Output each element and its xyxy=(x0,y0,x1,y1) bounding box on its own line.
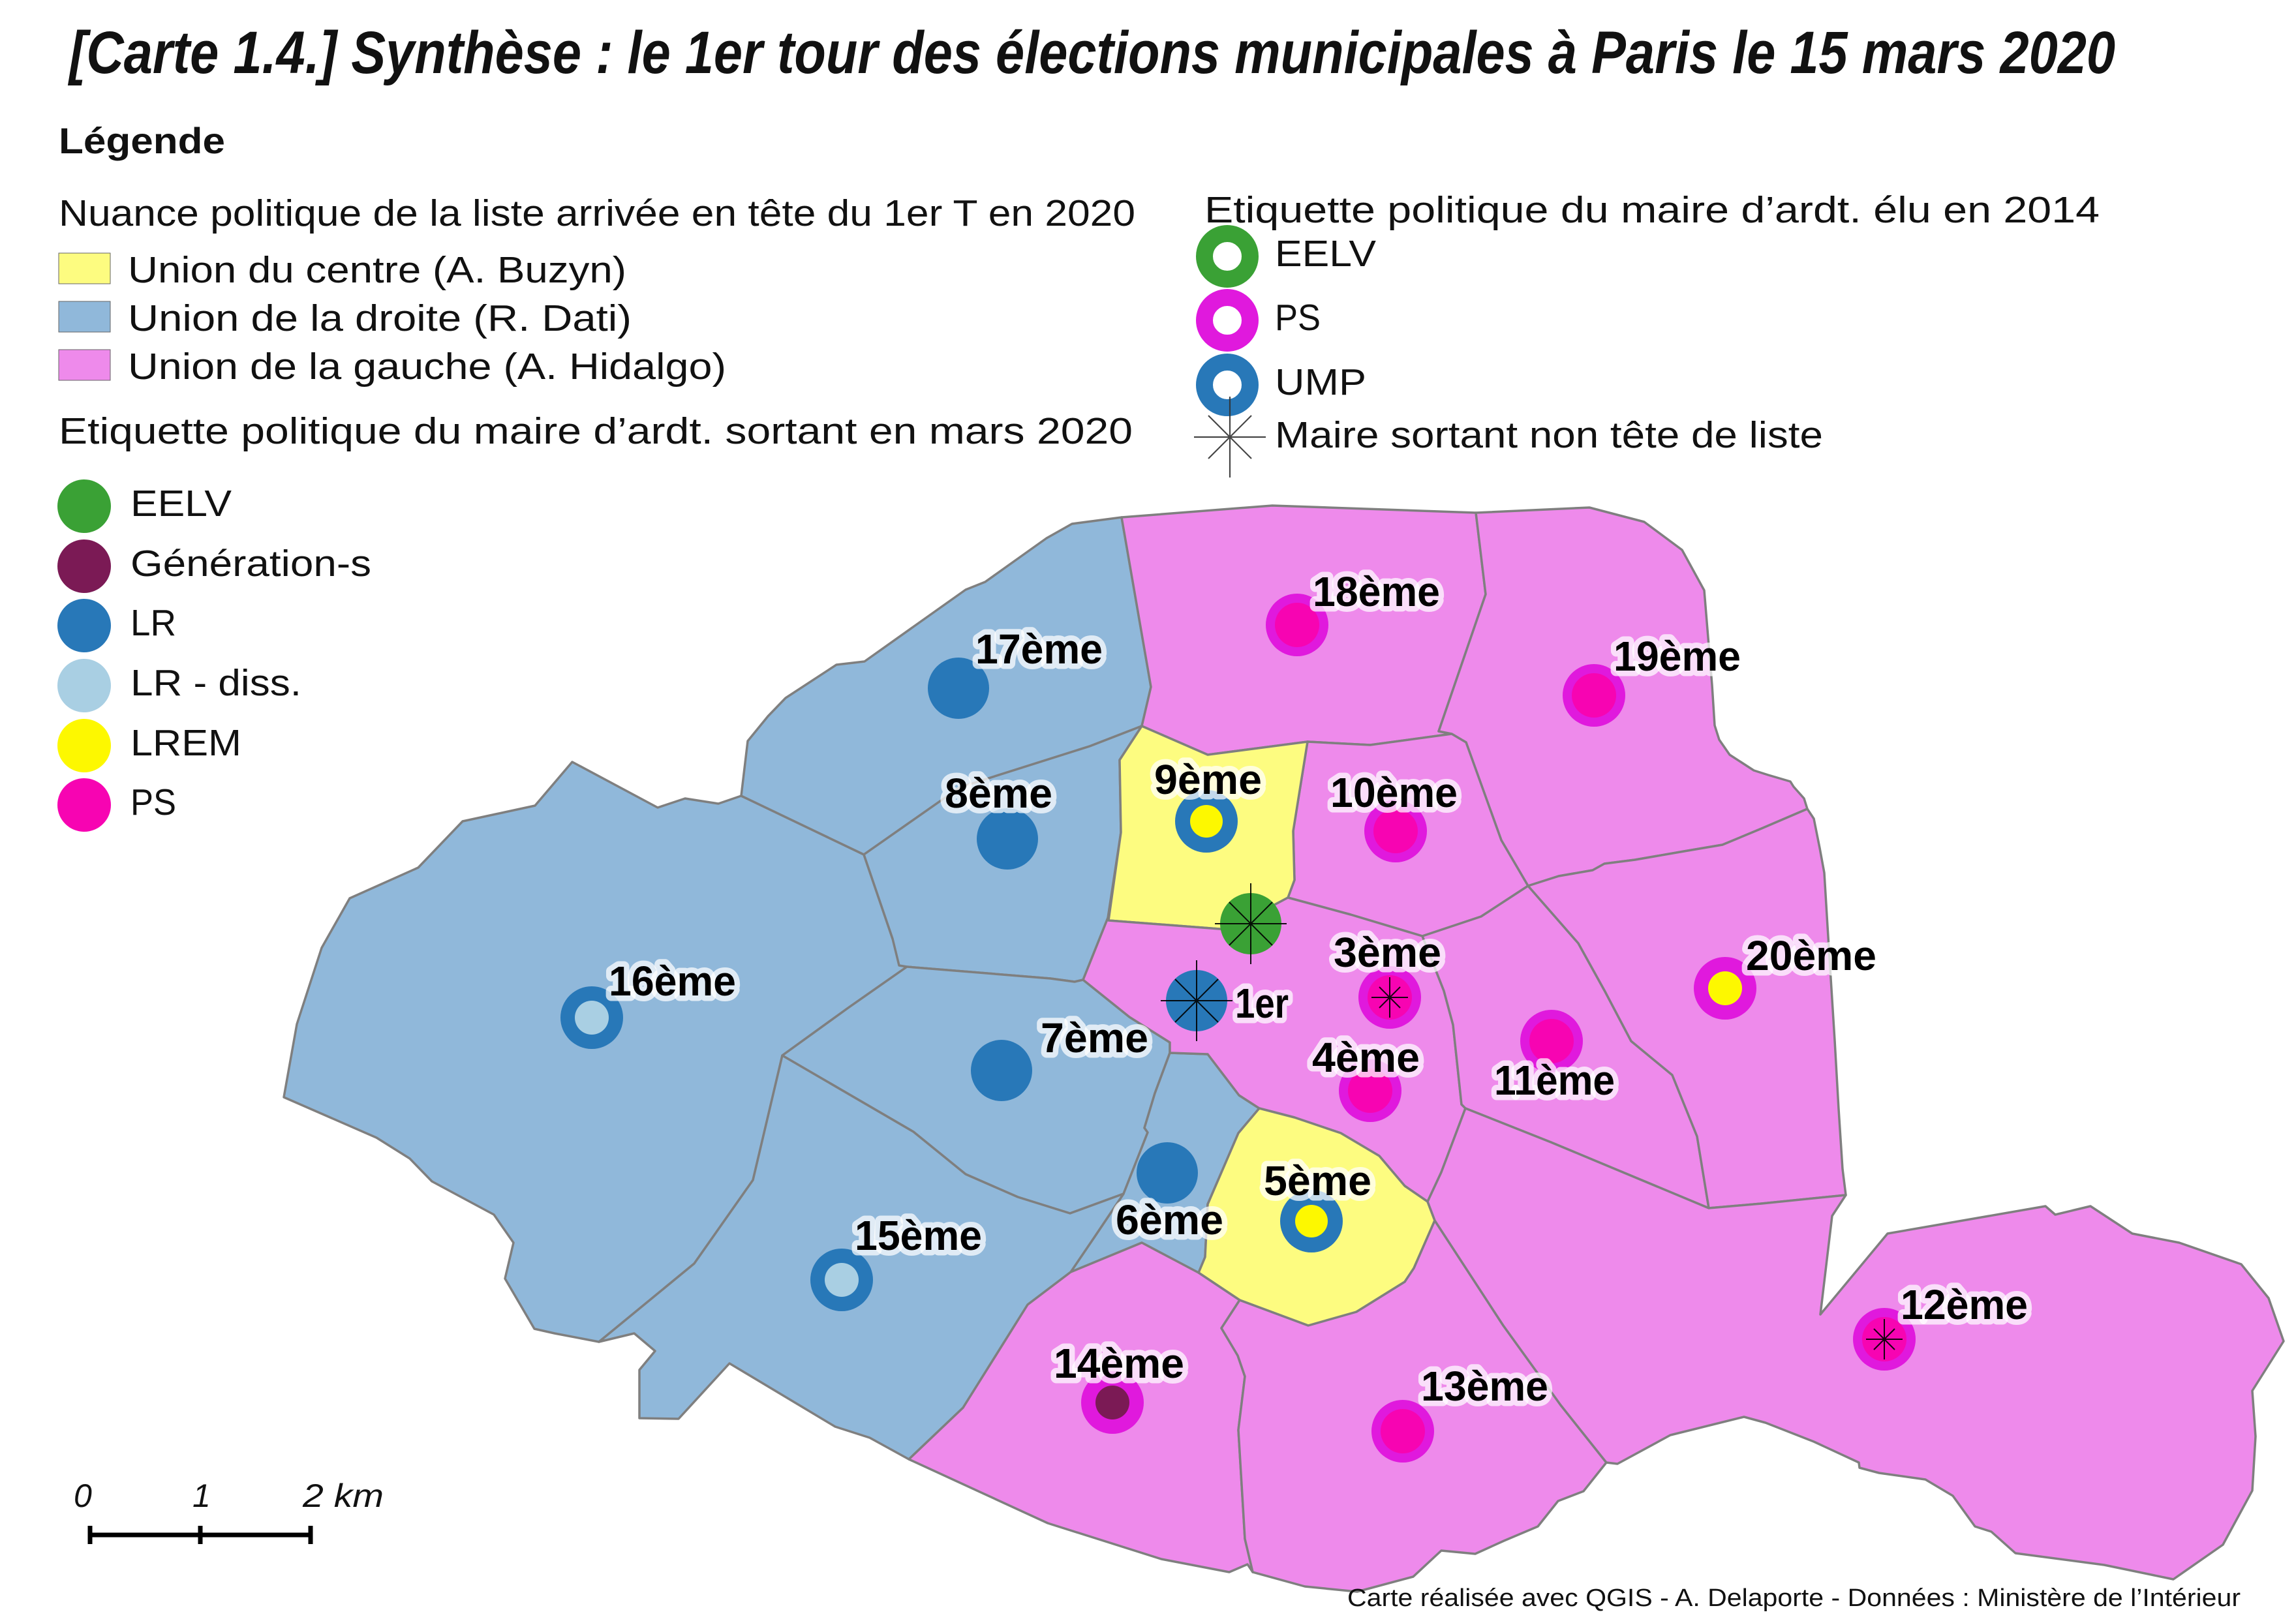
svg-text:LREM: LREM xyxy=(130,722,241,764)
svg-text:PS: PS xyxy=(1275,297,1321,339)
svg-text:20ème: 20ème xyxy=(1746,932,1876,979)
svg-text:14ème: 14ème xyxy=(1054,1340,1184,1387)
svg-text:1: 1 xyxy=(192,1478,211,1514)
svg-text:[Carte 1.4.] Synthèse : le 1er: [Carte 1.4.] Synthèse : le 1er tour des … xyxy=(67,20,2115,86)
svg-text:6ème: 6ème xyxy=(1116,1196,1223,1243)
svg-text:18ème: 18ème xyxy=(1313,568,1440,615)
svg-text:5ème: 5ème xyxy=(1264,1157,1371,1204)
svg-text:Etiquette politique du maire d: Etiquette politique du maire d’ardt. sor… xyxy=(59,410,1133,452)
svg-text:17ème: 17ème xyxy=(975,626,1103,673)
svg-text:2 km: 2 km xyxy=(302,1478,384,1514)
svg-text:15ème: 15ème xyxy=(855,1212,982,1259)
svg-text:Légende: Légende xyxy=(59,120,225,161)
svg-text:LR - diss.: LR - diss. xyxy=(130,662,301,704)
svg-text:Génération-s: Génération-s xyxy=(130,543,371,584)
svg-text:PS: PS xyxy=(130,781,176,823)
svg-text:Union de la droite (R. Dati): Union de la droite (R. Dati) xyxy=(128,297,632,339)
svg-text:Union de la gauche (A. Hidalgo: Union de la gauche (A. Hidalgo) xyxy=(128,346,726,387)
svg-text:12ème: 12ème xyxy=(1901,1281,2028,1328)
svg-text:Etiquette politique du maire d: Etiquette politique du maire d’ardt. élu… xyxy=(1204,189,2100,231)
svg-text:Maire sortant non tête de list: Maire sortant non tête de liste xyxy=(1275,414,1823,456)
svg-text:11ème: 11ème xyxy=(1494,1057,1615,1104)
svg-text:UMP: UMP xyxy=(1275,361,1366,403)
svg-text:10ème: 10ème xyxy=(1330,769,1458,816)
svg-text:EELV: EELV xyxy=(130,483,232,524)
svg-text:EELV: EELV xyxy=(1275,233,1376,275)
svg-text:1er: 1er xyxy=(1235,980,1289,1027)
svg-text:Union du centre (A. Buzyn): Union du centre (A. Buzyn) xyxy=(128,249,626,291)
svg-text:Nuance politique de la liste a: Nuance politique de la liste arrivée en … xyxy=(59,192,1135,234)
svg-text:4ème: 4ème xyxy=(1312,1034,1420,1081)
svg-text:9ème: 9ème xyxy=(1154,756,1262,803)
svg-text:LR: LR xyxy=(130,602,176,644)
svg-text:0: 0 xyxy=(74,1478,92,1514)
svg-text:3ème: 3ème xyxy=(1334,929,1441,976)
svg-text:8ème: 8ème xyxy=(945,770,1052,817)
svg-text:19ème: 19ème xyxy=(1614,633,1741,680)
svg-text:Carte réalisée avec QGIS - A.: Carte réalisée avec QGIS - A. Delaporte … xyxy=(1347,1585,2241,1612)
svg-text:16ème: 16ème xyxy=(609,958,736,1005)
svg-text:13ème: 13ème xyxy=(1421,1363,1548,1410)
svg-text:7ème: 7ème xyxy=(1041,1014,1148,1061)
